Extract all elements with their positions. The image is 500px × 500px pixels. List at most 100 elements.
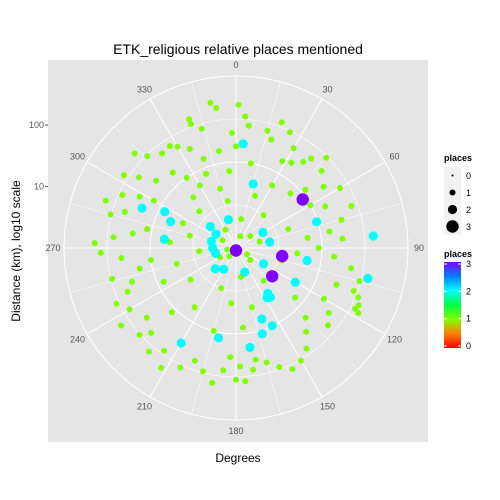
data-point <box>315 245 322 251</box>
data-point <box>224 197 231 204</box>
data-point <box>191 357 198 364</box>
data-point <box>174 143 181 150</box>
data-point <box>247 160 254 167</box>
data-point <box>297 357 304 364</box>
radius-tick-labels: 10 100 <box>29 120 48 192</box>
data-point <box>256 238 263 245</box>
data-point <box>136 265 143 272</box>
size-legend-label: 1 <box>466 188 471 198</box>
data-point <box>260 277 267 284</box>
data-point <box>248 304 255 311</box>
data-point <box>237 233 244 240</box>
data-point <box>183 174 190 181</box>
data-point <box>302 186 309 193</box>
data-point <box>242 378 249 385</box>
data-point <box>146 348 152 355</box>
data-point <box>320 183 327 190</box>
data-point <box>267 321 277 331</box>
data-point <box>208 243 218 253</box>
data-point <box>243 251 250 258</box>
data-point <box>228 300 235 307</box>
x-axis-title: Degrees <box>215 451 260 465</box>
data-point <box>303 328 310 335</box>
data-point <box>265 237 275 247</box>
data-point <box>245 122 252 129</box>
data-point <box>266 270 279 283</box>
size-legend-dot <box>447 204 458 215</box>
data-point <box>118 322 125 329</box>
data-point <box>325 310 332 316</box>
data-point <box>303 345 310 352</box>
data-point <box>242 113 249 120</box>
data-point <box>126 306 133 313</box>
data-point <box>143 314 150 321</box>
data-point <box>186 116 193 123</box>
data-point <box>173 260 180 267</box>
data-point <box>187 276 194 283</box>
data-point <box>227 354 234 361</box>
data-point <box>350 287 357 294</box>
data-point <box>129 278 136 285</box>
data-point <box>290 145 297 152</box>
data-point <box>289 366 296 373</box>
data-point <box>222 226 229 233</box>
data-point <box>278 119 285 126</box>
size-legend-dot <box>446 220 459 233</box>
data-point <box>302 314 309 321</box>
data-point <box>113 300 120 307</box>
data-point <box>186 146 193 152</box>
data-point <box>322 203 329 210</box>
data-point <box>198 125 205 132</box>
data-point <box>331 253 337 260</box>
data-point <box>121 208 128 215</box>
data-point <box>326 228 333 235</box>
grid-spoke-minor <box>235 203 403 249</box>
data-point <box>240 324 246 331</box>
data-point <box>312 217 322 227</box>
grid-spoke <box>149 98 237 249</box>
data-point <box>196 208 203 215</box>
size-legend-label: 0 <box>466 171 471 181</box>
data-point <box>339 235 346 242</box>
data-point <box>263 359 270 366</box>
data-point <box>292 294 299 301</box>
data-points <box>91 99 378 386</box>
data-point <box>213 333 224 343</box>
data-point <box>161 347 168 354</box>
data-point <box>129 230 136 237</box>
data-point <box>223 215 233 225</box>
grid-spoke-minor <box>235 247 358 370</box>
data-point <box>247 233 254 240</box>
data-point <box>159 234 169 244</box>
angle-tick-label: 30 <box>322 85 332 95</box>
data-point <box>250 366 257 373</box>
data-point <box>144 153 151 160</box>
size-legend-dot <box>451 174 454 177</box>
data-point <box>102 197 109 204</box>
data-point <box>226 253 232 260</box>
data-point <box>238 139 248 149</box>
data-point <box>218 285 225 292</box>
grid-spoke-minor <box>114 126 237 249</box>
data-point <box>220 367 227 374</box>
data-point <box>262 293 272 303</box>
data-point <box>276 249 289 263</box>
data-point <box>153 177 160 184</box>
data-point <box>238 216 245 223</box>
data-point <box>268 136 275 143</box>
data-point <box>176 338 186 348</box>
color-legend-title: places <box>444 249 472 259</box>
chart-title: ETK_religious relative places mentioned <box>113 41 363 57</box>
data-point <box>210 327 217 334</box>
data-point <box>248 179 258 189</box>
data-point <box>179 220 186 227</box>
data-point <box>302 255 312 266</box>
data-point <box>160 207 170 217</box>
data-point <box>368 231 378 241</box>
data-point <box>252 192 258 199</box>
data-point <box>259 259 269 269</box>
data-point <box>144 226 151 233</box>
data-point <box>300 158 307 165</box>
colorbar <box>444 262 461 348</box>
data-point <box>233 376 239 383</box>
